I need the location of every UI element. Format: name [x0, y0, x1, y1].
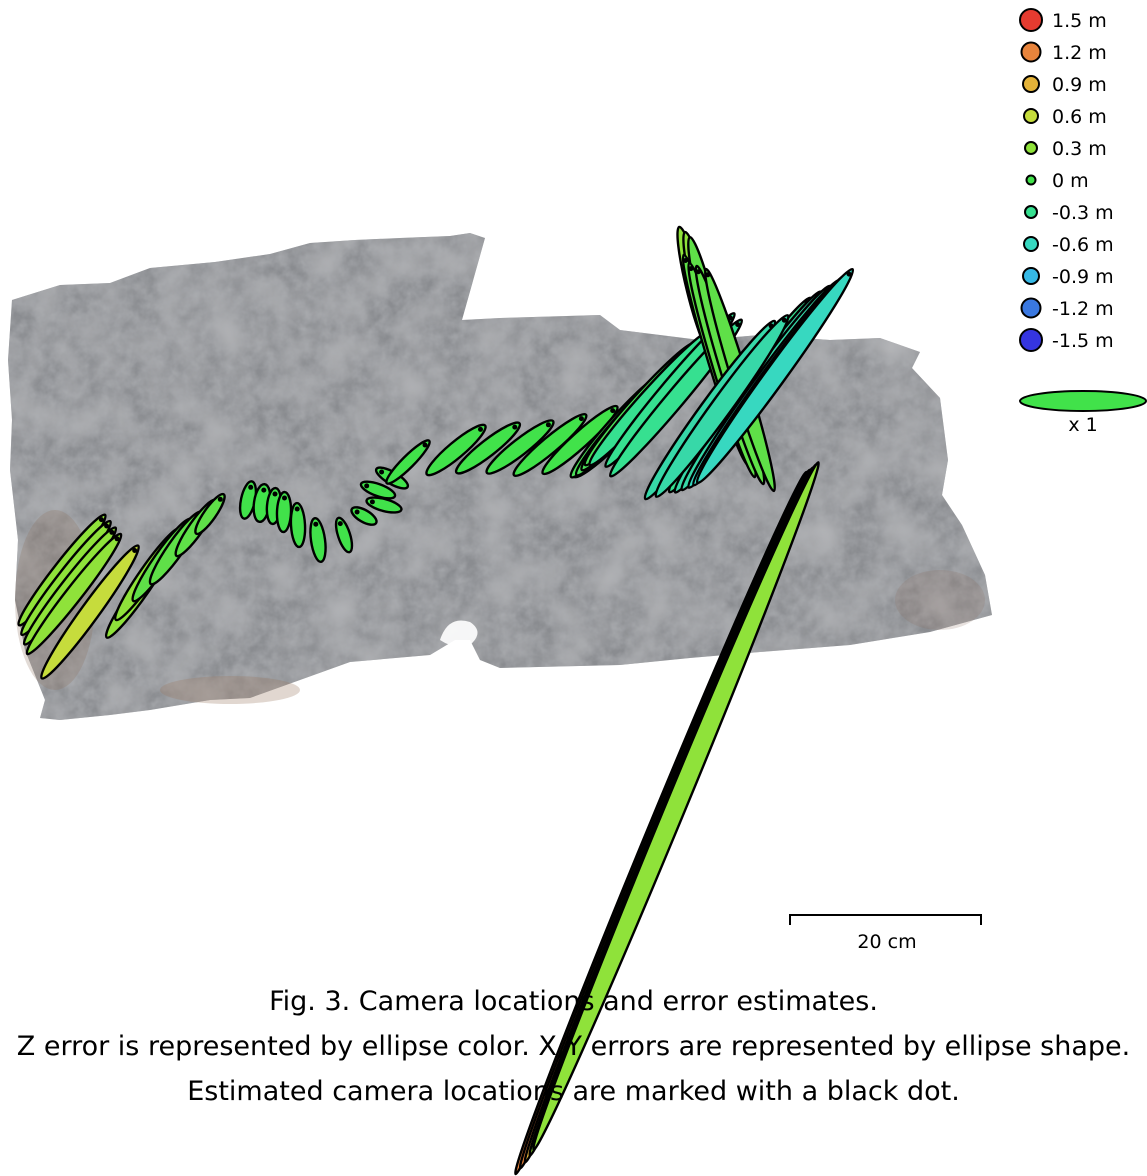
z-error-legend: 1.5 m 1.2 m 0.9 m 0.6 m 0.3 m 0 m -0.3 m -0.6 m… — [1019, 8, 1114, 352]
scale-bar-line — [789, 914, 982, 925]
legend-swatch — [1022, 267, 1040, 285]
legend-swatch — [1019, 8, 1043, 32]
legend-label: 0.9 m — [1052, 74, 1107, 96]
camera-location-dot — [337, 521, 343, 527]
camera-location-dot — [379, 469, 385, 475]
camera-error-ellipse — [359, 480, 397, 500]
camera-location-dot — [114, 536, 120, 542]
camera-location-dot — [217, 496, 223, 502]
camera-location-dot — [294, 506, 300, 512]
camera-error-ellipse — [40, 544, 140, 680]
camera-error-ellipse — [454, 421, 522, 475]
camera-error-ellipse — [25, 532, 123, 656]
legend-swatch — [1024, 141, 1038, 155]
camera-error-ellipse — [485, 419, 555, 475]
camera-location-dot — [683, 258, 689, 263]
camera-error-ellipses — [17, 225, 855, 1176]
camera-error-ellipse — [425, 423, 487, 477]
legend-label: -0.9 m — [1052, 266, 1114, 288]
camera-error-ellipse — [289, 501, 307, 549]
camera-location-dot — [545, 422, 551, 428]
legend-swatch — [1022, 75, 1040, 93]
shape-scale-ellipse — [1019, 390, 1147, 412]
scale-bar-label: 20 cm — [857, 931, 916, 953]
caption-z-error: Z error is represented by ellipse color.… — [16, 1031, 1131, 1062]
camera-error-ellipse — [309, 516, 327, 564]
camera-location-dot — [369, 499, 375, 505]
camera-error-ellipse — [695, 267, 855, 485]
camera-location-dot — [248, 484, 254, 490]
camera-location-dot — [695, 269, 701, 275]
camera-location-dot — [261, 487, 267, 493]
camera-location-dot — [272, 491, 278, 497]
legend-label: -1.5 m — [1052, 330, 1114, 352]
legend-label: -0.6 m — [1052, 234, 1114, 256]
legend-label: 0 m — [1052, 170, 1089, 192]
camera-error-ellipse — [532, 461, 820, 1151]
legend-swatch — [1024, 205, 1038, 219]
legend-label: 1.5 m — [1052, 10, 1107, 32]
camera-location-dot — [422, 442, 428, 448]
camera-location-dot — [132, 548, 138, 553]
camera-location-dot — [578, 416, 584, 422]
legend-swatch — [1020, 297, 1042, 319]
camera-error-ellipse — [334, 516, 354, 554]
caption-title: Fig. 3. Camera locations and error estim… — [269, 986, 878, 1017]
camera-error-ellipse — [541, 404, 619, 476]
legend-label: 0.3 m — [1052, 138, 1107, 160]
camera-location-dot — [282, 495, 287, 501]
camera-location-dot — [735, 322, 741, 327]
camera-location-dot — [781, 317, 787, 323]
camera-location-dot — [688, 266, 694, 272]
camera-location-dot — [364, 483, 370, 489]
legend-swatch — [1020, 41, 1042, 63]
camera-error-ellipse — [194, 492, 226, 536]
camera-location-dot — [610, 408, 616, 414]
rock-surface-orthophoto — [8, 233, 992, 720]
shape-scale-legend: x 1 — [1019, 390, 1147, 436]
camera-error-ellipse — [385, 439, 431, 485]
camera-location-dot — [478, 426, 483, 432]
shape-scale-label: x 1 — [1068, 414, 1097, 436]
camera-location-dot — [104, 523, 110, 529]
legend-swatch — [1023, 236, 1039, 252]
scale-bar: 20 cm — [789, 914, 982, 953]
camera-location-dot — [512, 424, 518, 430]
camera-error-ellipse — [512, 412, 588, 478]
legend-swatch — [1019, 328, 1043, 352]
legend-swatch — [1023, 108, 1039, 124]
camera-location-dot — [846, 271, 852, 277]
camera-location-dot — [98, 517, 104, 523]
legend-label: 0.6 m — [1052, 106, 1107, 128]
camera-location-dot — [109, 529, 115, 535]
legend-swatch — [1025, 174, 1037, 186]
legend-label: -0.3 m — [1052, 202, 1114, 224]
camera-location-dot — [313, 521, 319, 527]
caption-camera-dot: Estimated camera locations are marked wi… — [187, 1076, 960, 1107]
camera-error-ellipse — [654, 313, 790, 499]
legend-label: 1.2 m — [1052, 42, 1107, 64]
camera-location-dot — [354, 509, 360, 515]
legend-label: -1.2 m — [1052, 298, 1114, 320]
camera-location-dot — [705, 272, 711, 278]
